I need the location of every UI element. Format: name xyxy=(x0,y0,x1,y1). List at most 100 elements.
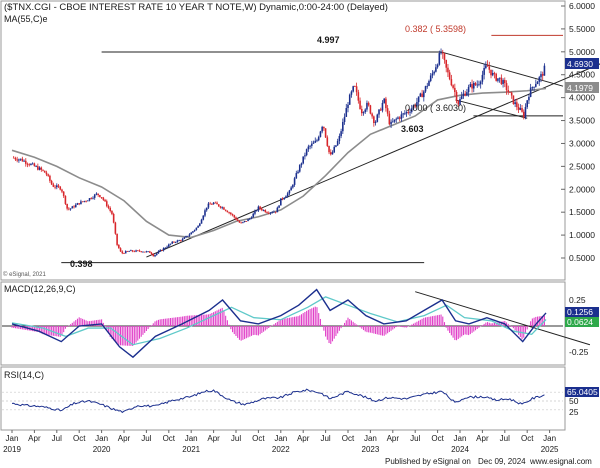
candle-body xyxy=(459,99,461,105)
price-tick-label: 3.5000 xyxy=(569,116,595,126)
candle-body xyxy=(388,113,391,125)
candle-body xyxy=(460,96,463,100)
candle-body xyxy=(398,117,401,119)
candle-body xyxy=(498,77,501,79)
candle-body xyxy=(81,201,84,203)
candle-body xyxy=(118,244,120,249)
candle-body xyxy=(293,178,296,185)
candle-body xyxy=(535,84,537,87)
candle-body xyxy=(516,102,518,108)
candle-body xyxy=(143,251,146,253)
signal-value-badge xyxy=(565,317,599,327)
candle-body xyxy=(33,163,36,167)
candle-body xyxy=(443,53,446,60)
candle-body xyxy=(49,175,51,181)
candle-body xyxy=(231,214,234,216)
candle-body xyxy=(26,163,29,165)
candle-body xyxy=(252,213,255,218)
month-label: Jan xyxy=(364,434,377,443)
falling-trendline xyxy=(441,51,564,87)
candle-body xyxy=(207,203,210,208)
candle-body xyxy=(30,163,32,165)
candle-body xyxy=(62,191,65,196)
candle-body xyxy=(173,241,175,243)
candle-body xyxy=(412,105,415,109)
candle-body xyxy=(419,93,422,97)
candle-body xyxy=(402,113,404,115)
candle-body xyxy=(97,193,99,196)
ma-value: 4.1979 xyxy=(567,83,593,93)
candle-body xyxy=(16,159,18,161)
candle-body xyxy=(474,82,477,85)
price-tick-label: 5.0000 xyxy=(569,47,595,57)
candle-body xyxy=(123,253,125,255)
candle-body xyxy=(42,169,44,171)
candle-body xyxy=(471,84,473,89)
candle-body xyxy=(333,146,336,153)
candle-body xyxy=(311,143,313,146)
candle-body xyxy=(174,242,177,243)
candle-body xyxy=(381,102,384,111)
macd-plot xyxy=(11,288,591,359)
candle-body xyxy=(37,166,39,170)
candle-body xyxy=(493,72,496,74)
candle-body xyxy=(526,100,528,108)
candle-body xyxy=(362,112,365,114)
candle-body xyxy=(410,108,413,112)
year-label: 2025 xyxy=(541,445,559,454)
candle-body xyxy=(450,79,453,86)
candle-body xyxy=(483,68,485,75)
candle-body xyxy=(204,210,206,216)
candle-body xyxy=(288,190,291,194)
price-tick-label: 2.0000 xyxy=(569,184,595,194)
footer-site: www.esignal.com xyxy=(529,457,592,466)
candle-body xyxy=(181,238,184,241)
candle-body xyxy=(504,80,506,84)
candle-body xyxy=(273,211,275,213)
candle-body xyxy=(305,149,308,156)
macd-signal-line xyxy=(11,296,547,346)
candle-body xyxy=(95,193,98,195)
candle-body xyxy=(304,155,306,157)
candle-body xyxy=(386,108,389,114)
candle-body xyxy=(14,158,17,160)
candle-body xyxy=(50,180,53,185)
candle-body xyxy=(223,207,225,210)
candle-body xyxy=(211,204,213,205)
month-label: Jul xyxy=(141,434,151,443)
candle-body xyxy=(259,206,261,209)
candle-body xyxy=(490,69,492,76)
candle-body xyxy=(328,145,330,153)
candle-body xyxy=(467,87,470,93)
rsi-tick-label: 50 xyxy=(569,396,579,406)
candle-body xyxy=(157,251,160,254)
candle-body xyxy=(300,163,303,166)
year-label: 2021 xyxy=(182,445,200,454)
month-label: Jan xyxy=(95,434,108,443)
candle-body xyxy=(307,146,310,150)
candle-body xyxy=(192,231,194,233)
candle-body xyxy=(56,185,58,188)
low-label: 0.398 xyxy=(70,259,93,269)
candle-body xyxy=(212,202,215,205)
year-label: 2019 xyxy=(3,445,21,454)
candle-body xyxy=(224,209,227,211)
candle-body xyxy=(61,189,63,192)
candle-body xyxy=(324,128,327,138)
price-tick-label: 5.5000 xyxy=(569,24,595,34)
candle-body xyxy=(405,111,408,114)
candle-body xyxy=(183,237,186,239)
rsi-line xyxy=(11,388,545,414)
candle-body xyxy=(236,219,239,221)
month-label: Jul xyxy=(410,434,420,443)
candle-body xyxy=(472,82,475,89)
month-label: Jan xyxy=(185,434,198,443)
candle-body xyxy=(261,208,263,211)
candle-body xyxy=(35,166,37,167)
candle-body xyxy=(295,173,298,179)
candle-body xyxy=(302,156,304,164)
candle-body xyxy=(21,158,24,162)
candle-body xyxy=(226,210,229,213)
candle-body xyxy=(397,117,399,119)
